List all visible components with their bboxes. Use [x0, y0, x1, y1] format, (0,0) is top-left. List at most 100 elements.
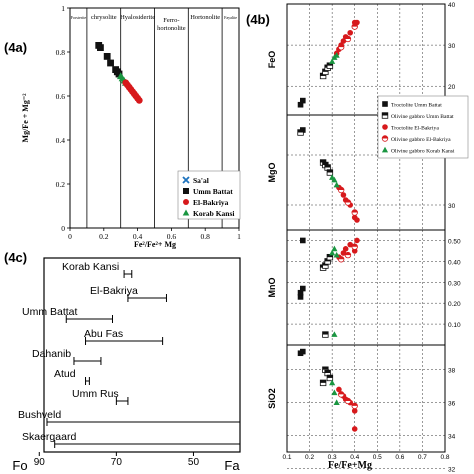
point-troctolite-el-bakriya [347, 29, 354, 36]
point-troctolite-el-bakriya [351, 408, 358, 414]
y-tick-label: 0.50 [448, 238, 461, 245]
x-tick-label: 0 [68, 232, 72, 241]
y-tick-label: 32 [448, 466, 456, 473]
legend-label-olivine-gabbro-umm-battat: Olivine gabbro Umm Battat [391, 114, 454, 120]
point-umm-battat [115, 70, 123, 78]
range-korab-kansi: Korab Kansi [62, 261, 133, 278]
point-troctolite-el-bakriya [340, 192, 347, 198]
panel-4a-ylabel: Mg/Fe + Mg⁻² [21, 93, 30, 143]
x-tick-label: 0.3 [328, 454, 337, 461]
range-atud: Atud [54, 368, 90, 385]
range-label: Dahanib [32, 348, 71, 360]
legend-marker-olivine-gabbro-umm-battat [381, 112, 389, 119]
legend-marker-troctolite-el-bakriya [382, 124, 388, 130]
point-olivine-gabbro-korab-kansi [329, 249, 336, 256]
point-troctolite-umm-battat [297, 101, 304, 108]
y-tick-label: 36 [448, 401, 456, 408]
point-olivine-gabbro-el-bakriya [351, 23, 358, 30]
point-olivine-gabbro-korab-kansi [333, 251, 340, 258]
y-tick-label: 0.2 [56, 180, 66, 189]
panel-4c-frame [43, 257, 241, 453]
point-olivine-gabbro-el-bakriya [351, 243, 358, 250]
point-olivine-gabbro-el-bakriya [337, 256, 345, 263]
legend-label-sa-al: Sa'al [193, 176, 209, 185]
range-umm-rus: Umm Rus [72, 388, 129, 405]
y-tick-label: 1 [61, 4, 65, 13]
point-olivine-gabbro-korab-kansi [331, 331, 338, 337]
y-tick-label: 30 [448, 43, 456, 50]
point-troctolite-umm-battat [300, 348, 306, 355]
point-troctolite-el-bakriya [351, 426, 358, 432]
legend-marker-el-bakriya [183, 199, 189, 205]
legend-marker-sa-al [182, 176, 190, 184]
y-tick-label: 0.4 [56, 136, 66, 145]
range-label: Bushveld [18, 409, 61, 421]
point-olivine-gabbro-umm-battat [326, 374, 334, 382]
x-tick-label: 0.8 [440, 454, 449, 461]
point-troctolite-el-bakriya [336, 386, 342, 393]
point-olivine-gabbro-korab-kansi [331, 176, 338, 183]
point-olivine-gabbro-korab-kansi [329, 379, 336, 386]
point-olivine-gabbro-korab-kansi [331, 389, 338, 396]
subplot-ylabel: FeO [267, 51, 277, 69]
range-abu-fas: Abu Fas [84, 328, 164, 345]
point-olivine-gabbro-umm-battat [326, 169, 334, 176]
x-tick-label: 0.7 [418, 454, 427, 461]
legend-marker-korab-kansi [182, 209, 190, 216]
panel-4a-legend-box [177, 170, 241, 220]
panel-4c-left-end: Fo [12, 458, 27, 473]
point-olivine-gabbro-umm-battat [319, 379, 327, 387]
x-tick-label: 50 [188, 457, 200, 468]
subplot-mno: 0.10 0.20 0.30 0.40 0.50 MnO [267, 229, 461, 346]
field-label: Ferro-hortonolite [157, 17, 186, 32]
field-label: chrysolite [91, 14, 117, 21]
panel-4b-label: (4b) [246, 12, 270, 27]
x-tick-label: 0.1 [282, 454, 291, 461]
subplot-sio2: 32 34 36 38 SiO2 [267, 344, 456, 473]
legend-label-el-bakriya: El-Bakriya [193, 198, 229, 207]
legend-label-korab-kansi: Korab Kansi [193, 209, 234, 218]
point-troctolite-el-bakriya [354, 217, 360, 223]
range-skaergaard: Skaergaard [22, 431, 240, 448]
panel-4a: (4a) Mg/Fe + Mg⁻² Fe²/Fe²+ Mg Forsterite… [4, 4, 241, 249]
point-olivine-gabbro-el-bakriya [344, 397, 352, 405]
x-tick-label: 1 [237, 232, 241, 241]
point-troctolite-el-bakriya [342, 246, 349, 252]
panel-4c-right-end: Fa [224, 458, 240, 473]
legend-label-troctolite-umm-battat: Troctolite Umm Battat [391, 103, 442, 109]
y-tick-label: 0.30 [448, 280, 461, 287]
point-olivine-gabbro-el-bakriya [337, 391, 345, 398]
panel-4a-label: (4a) [4, 40, 27, 55]
point-umm-battat [107, 59, 114, 67]
legend-marker-olivine-gabbro-el-bakriya [381, 135, 389, 142]
subplot-ylabel: SiO2 [267, 388, 277, 409]
range-el-bakriya: El-Bakriya [90, 285, 167, 302]
panel-4a-xlabel: Fe²/Fe²+ Mg [134, 240, 176, 249]
field-label: Fayalite [224, 15, 237, 20]
y-tick-label: 0.6 [56, 92, 66, 101]
range-bushveld: Bushveld [18, 409, 240, 426]
y-tick-label: 0.10 [448, 322, 461, 329]
point-olivine-gabbro-umm-battat [322, 331, 329, 338]
point-el-bakriya [135, 97, 143, 104]
range-label: Atud [54, 368, 76, 380]
range-label: Umm Battat [22, 306, 78, 318]
point-olivine-gabbro-el-bakriya [337, 43, 345, 51]
point-olivine-gabbro-el-bakriya [344, 251, 352, 259]
range-label: El-Bakriya [90, 285, 138, 297]
point-olivine-gabbro-korab-kansi [333, 52, 340, 58]
point-troctolite-umm-battat [300, 97, 306, 104]
legend-label-umm-battat: Umm Battat [193, 187, 233, 196]
point-umm-battat [103, 53, 111, 60]
y-tick-label: 20 [448, 84, 456, 91]
point-olivine-gabbro-korab-kansi [329, 58, 336, 64]
panel-4b-legend-box [377, 95, 469, 159]
point-olivine-gabbro-el-bakriya [351, 402, 358, 410]
y-tick-label: 30 [448, 203, 456, 210]
panel-4b-xlabel: Fe/Fe+Mg [328, 460, 372, 471]
y-tick-label: 0.20 [448, 301, 461, 308]
point-olivine-gabbro-el-bakriya [344, 199, 352, 206]
x-tick-label: 70 [111, 457, 123, 468]
legend-marker-umm-battat [183, 188, 189, 194]
point-olivine-gabbro-korab-kansi [331, 245, 338, 252]
